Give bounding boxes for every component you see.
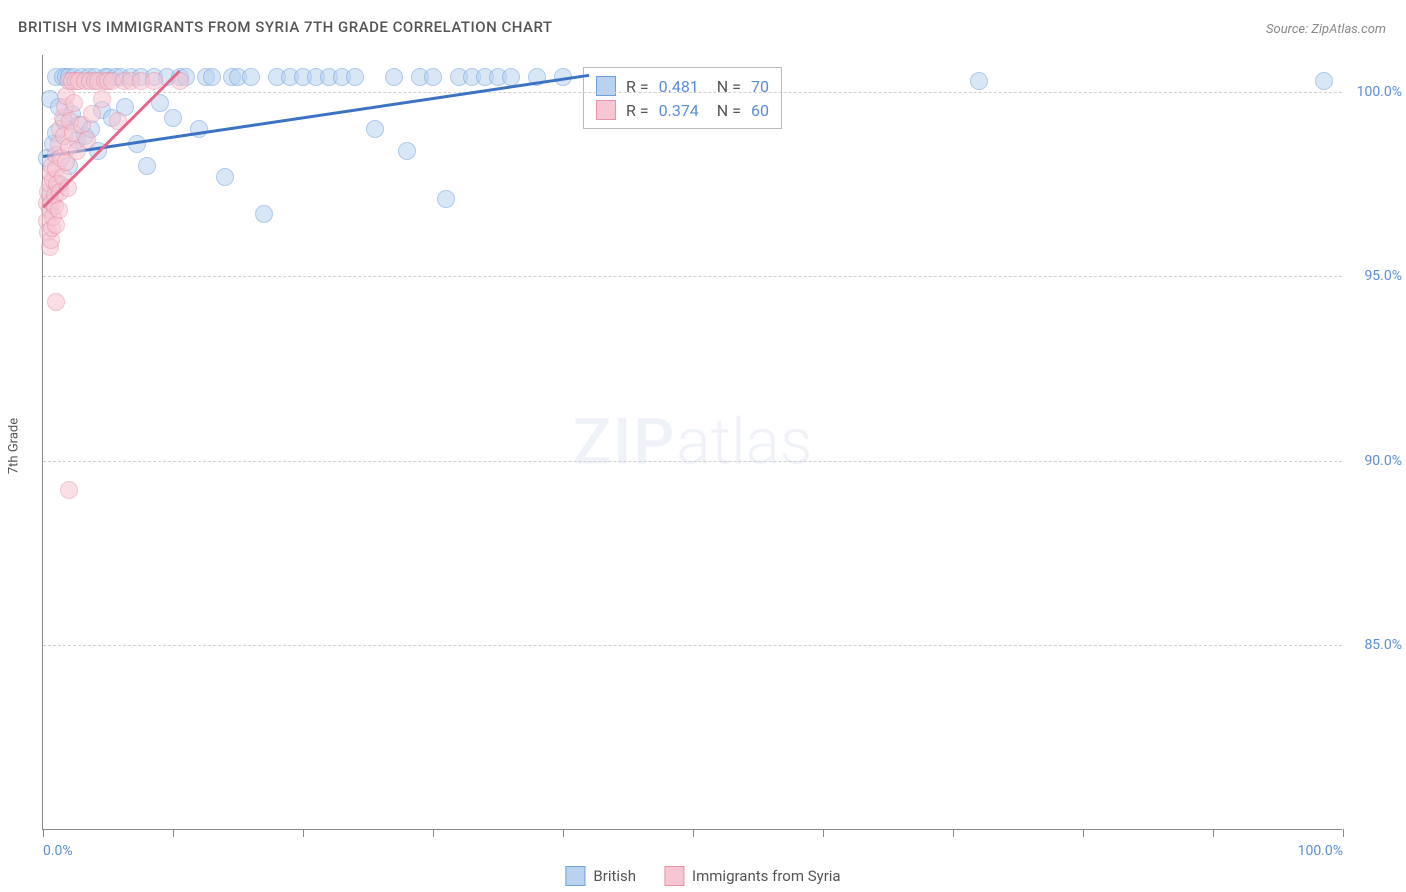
data-point	[398, 142, 416, 160]
x-tick	[43, 829, 44, 837]
watermark-bold: ZIP	[573, 405, 677, 480]
data-point	[242, 68, 260, 86]
stat-row: R =0.481N =70	[596, 74, 769, 98]
data-point	[65, 94, 83, 112]
x-tick-label: 0.0%	[43, 843, 73, 859]
legend-label: Immigrants from Syria	[692, 867, 841, 885]
x-tick	[953, 829, 954, 837]
stat-n-value: 60	[751, 101, 769, 120]
watermark: ZIPatlas	[573, 405, 813, 480]
y-tick-label: 85.0%	[1347, 637, 1402, 653]
x-tick	[173, 829, 174, 837]
watermark-light: atlas	[676, 405, 812, 480]
data-point	[1315, 72, 1333, 90]
y-axis-title: 7th Grade	[7, 418, 22, 474]
gridline	[43, 645, 1342, 646]
data-point	[970, 72, 988, 90]
data-point	[138, 157, 156, 175]
x-tick-label: 100.0%	[1298, 843, 1343, 859]
x-tick	[433, 829, 434, 837]
y-tick-label: 100.0%	[1347, 84, 1402, 100]
x-tick	[1083, 829, 1084, 837]
scatter-plot-area: ZIPatlas R =0.481N =70R =0.374N =60 85.0…	[42, 55, 1342, 830]
legend: British Immigrants from Syria	[565, 866, 840, 886]
x-tick	[693, 829, 694, 837]
gridline	[43, 461, 1342, 462]
x-tick	[563, 829, 564, 837]
stat-r-value: 0.374	[659, 101, 699, 120]
x-tick	[303, 829, 304, 837]
data-point	[50, 201, 68, 219]
data-point	[366, 120, 384, 138]
x-tick	[823, 829, 824, 837]
data-point	[255, 205, 273, 223]
stat-n-label: N =	[717, 101, 741, 120]
gridline	[43, 92, 1342, 93]
x-tick	[1213, 829, 1214, 837]
correlation-stats-box: R =0.481N =70 R = 0.374 N = 60	[583, 67, 782, 129]
data-point	[346, 68, 364, 86]
y-tick-label: 95.0%	[1347, 268, 1402, 284]
data-point	[60, 481, 78, 499]
data-point	[93, 90, 111, 108]
legend-swatch	[664, 866, 684, 886]
data-point	[203, 68, 221, 86]
y-tick-label: 90.0%	[1347, 453, 1402, 469]
data-point	[437, 190, 455, 208]
stat-r-label: R =	[626, 101, 649, 120]
data-point	[164, 109, 182, 127]
stat-row: R = 0.374 N = 60	[596, 98, 769, 122]
series-swatch	[596, 100, 616, 120]
legend-item: Immigrants from Syria	[664, 866, 841, 886]
data-point	[216, 168, 234, 186]
source-attribution: Source: ZipAtlas.com	[1266, 22, 1386, 37]
chart-title: BRITISH VS IMMIGRANTS FROM SYRIA 7TH GRA…	[18, 18, 553, 36]
data-point	[78, 131, 96, 149]
legend-label: British	[593, 867, 636, 885]
x-tick	[1343, 829, 1344, 837]
gridline	[43, 276, 1342, 277]
data-point	[109, 112, 127, 130]
data-point	[424, 68, 442, 86]
legend-item: British	[565, 866, 636, 886]
legend-swatch	[565, 866, 585, 886]
series-swatch	[596, 76, 616, 96]
data-point	[385, 68, 403, 86]
data-point	[47, 293, 65, 311]
